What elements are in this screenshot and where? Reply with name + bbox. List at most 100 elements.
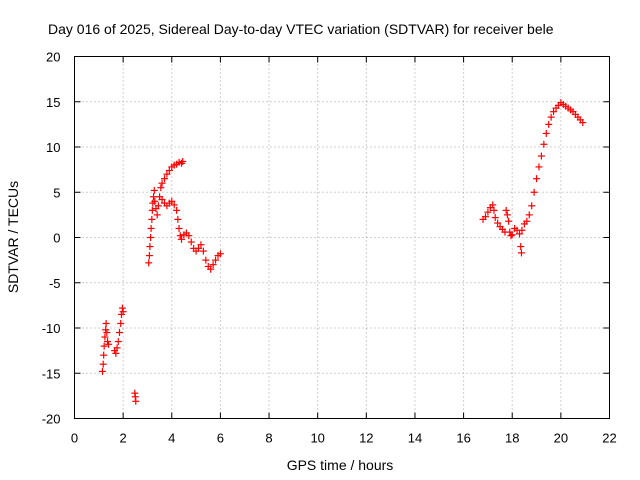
data-point (490, 206, 498, 214)
data-point (112, 349, 120, 357)
data-point (146, 243, 154, 251)
grid (74, 56, 610, 419)
data-point (145, 259, 153, 267)
data-points (98, 99, 587, 405)
x-tick-label: 10 (310, 431, 324, 446)
data-point (175, 224, 183, 232)
data-point (530, 188, 538, 196)
data-point (502, 206, 510, 214)
data-point (170, 201, 178, 209)
x-tick-label: 22 (602, 431, 616, 446)
data-point (195, 244, 203, 252)
data-point (173, 206, 181, 214)
data-point (494, 219, 502, 227)
data-point (216, 250, 224, 258)
data-point (535, 163, 543, 171)
data-point (503, 211, 511, 219)
y-tick-label: -20 (42, 412, 61, 427)
data-point (178, 235, 185, 243)
data-point (491, 214, 499, 222)
data-point (508, 231, 516, 239)
data-point (209, 261, 217, 269)
data-point (98, 367, 106, 375)
data-point (484, 208, 492, 216)
x-tick-label: 4 (168, 431, 175, 446)
data-point (101, 333, 109, 341)
data-point (579, 119, 587, 127)
data-point (117, 319, 125, 327)
data-point (187, 238, 195, 246)
data-point (157, 184, 165, 192)
data-point (516, 230, 524, 238)
data-point (105, 340, 113, 348)
data-point (163, 170, 171, 178)
data-point (160, 175, 168, 183)
data-point (174, 215, 182, 223)
data-point (199, 247, 207, 255)
data-point (202, 256, 210, 264)
data-point (114, 338, 122, 346)
y-tick-label: -5 (49, 276, 61, 291)
y-tick-label: -15 (42, 366, 61, 381)
data-point (523, 217, 531, 225)
data-point (507, 232, 515, 240)
data-point (132, 397, 140, 405)
data-point (147, 234, 155, 241)
x-tick-label: 12 (359, 431, 373, 446)
data-point (158, 179, 166, 187)
data-point (147, 224, 155, 232)
data-point (145, 252, 153, 260)
data-point (542, 129, 550, 137)
data-point (153, 211, 161, 219)
data-point (537, 152, 545, 160)
x-tick-label: 16 (456, 431, 470, 446)
x-tick-label: 14 (408, 431, 422, 446)
y-tick-label: -10 (42, 321, 61, 336)
data-point (100, 351, 108, 359)
data-point (489, 201, 497, 209)
data-point (99, 360, 107, 368)
data-point (540, 140, 548, 148)
axis-ticks: 0 2 4 6 8 10 12 14 16 18 20 22 -20 -15 -10 -5 0 5 10 15 20 (42, 50, 617, 446)
y-axis-title: SDTVAR / TECUs (5, 181, 21, 293)
data-point (103, 329, 111, 337)
data-point (100, 342, 108, 350)
data-point (176, 232, 184, 240)
data-point (150, 186, 158, 194)
data-point (158, 195, 166, 203)
data-point (102, 319, 110, 327)
y-tick-label: 10 (46, 140, 60, 155)
x-axis-title: GPS time / hours (287, 457, 394, 473)
data-point (518, 226, 526, 234)
data-point (150, 193, 158, 201)
y-tick-label: 5 (53, 185, 60, 200)
data-point (151, 197, 159, 205)
data-point (113, 344, 121, 352)
x-tick-label: 20 (554, 431, 568, 446)
data-point (212, 256, 220, 264)
x-tick-label: 2 (120, 431, 127, 446)
data-point (115, 329, 123, 337)
x-tick-label: 6 (217, 431, 224, 446)
data-point (165, 167, 173, 175)
data-point (119, 308, 127, 316)
data-point (179, 157, 187, 165)
y-tick-label: 20 (46, 50, 60, 65)
data-point (154, 202, 162, 210)
chart-title: Day 016 of 2025, Sidereal Day-to-day VTE… (48, 21, 554, 37)
data-point (533, 175, 541, 183)
data-point (118, 304, 126, 312)
data-point (505, 217, 513, 225)
x-tick-label: 0 (71, 431, 78, 446)
data-point (517, 243, 525, 251)
y-tick-label: 0 (53, 231, 60, 246)
x-tick-label: 8 (265, 431, 272, 446)
data-point (185, 232, 193, 240)
x-tick-label: 18 (505, 431, 519, 446)
y-tick-label: 15 (46, 95, 60, 110)
data-point (550, 108, 558, 116)
data-point (148, 206, 156, 214)
data-point (168, 197, 176, 205)
data-point (545, 120, 553, 128)
